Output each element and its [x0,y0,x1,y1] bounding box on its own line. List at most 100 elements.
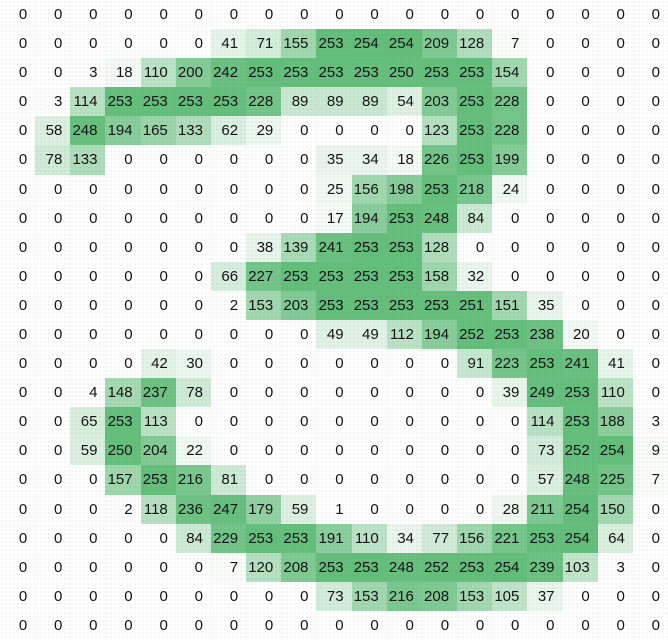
heatmap-cell: 0 [70,232,106,262]
heatmap-cell: 253 [175,87,211,117]
heatmap-cell: 248 [70,116,106,146]
heatmap-cell: 0 [597,232,633,262]
heatmap-cell: 226 [421,145,458,175]
heatmap-cell: 216 [386,581,422,611]
heatmap-cell: 0 [597,87,633,117]
heatmap-cell: 155 [281,29,317,59]
heatmap-cell: 150 [597,494,633,524]
heatmap-cell: 0 [210,610,247,640]
heatmap-cell: 151 [492,290,528,320]
heatmap-cell: 199 [492,145,528,175]
heatmap-cell: 0 [527,145,563,175]
heatmap-cell: 0 [316,349,352,379]
heatmap-cell: 0 [70,610,106,640]
heatmap-cell: 208 [281,552,317,582]
heatmap-cell: 0 [386,116,422,146]
heatmap-cell: 3 [35,87,71,117]
heatmap-cell: 0 [492,261,528,291]
heatmap-cell: 0 [421,610,458,640]
heatmap-cell: 0 [421,494,458,524]
heatmap-cell: 0 [210,174,247,204]
heatmap-cell: 89 [316,87,352,117]
heatmap-cell: 148 [105,378,141,408]
heatmap-cell: 0 [632,116,668,146]
heatmap-cell: 0 [35,29,71,59]
heatmap-cell: 0 [35,0,71,30]
heatmap-cell: 22 [175,436,211,466]
heatmap-cell: 139 [281,232,317,262]
heatmap-cell: 242 [210,58,247,88]
heatmap-cell: 254 [492,552,528,582]
heatmap-cell: 0 [632,581,668,611]
heatmap-cell: 110 [140,58,176,88]
heatmap-cell: 165 [140,116,176,146]
heatmap-cell: 0 [562,29,598,59]
heatmap-cell: 0 [492,610,528,640]
heatmap-cell: 0 [0,349,36,379]
heatmap-cell: 0 [0,494,36,524]
heatmap-cell: 0 [562,232,598,262]
heatmap-cell: 0 [105,29,141,59]
heatmap-cell: 154 [492,58,528,88]
heatmap-cell: 84 [457,203,493,233]
heatmap-cell: 2 [210,290,247,320]
heatmap-cell: 20 [562,320,598,350]
heatmap-cell: 25 [316,174,352,204]
heatmap-cell: 0 [597,261,633,291]
heatmap-cell: 254 [562,523,598,553]
heatmap-cell: 0 [0,203,36,233]
heatmap-cell: 0 [35,174,71,204]
heatmap-cell: 0 [0,407,36,437]
heatmap-cell: 0 [351,0,387,30]
heatmap-cell: 0 [140,29,176,59]
heatmap-cell: 252 [562,436,598,466]
heatmap-cell: 253 [246,523,282,553]
heatmap-cell: 0 [140,523,176,553]
heatmap-cell: 0 [70,29,106,59]
heatmap-cell: 89 [281,87,317,117]
heatmap-cell: 7 [492,29,528,59]
heatmap-cell: 71 [246,29,282,59]
heatmap-cell: 0 [281,320,317,350]
heatmap-cell: 0 [35,232,71,262]
heatmap-cell: 0 [632,0,668,30]
heatmap-cell: 0 [527,610,563,640]
heatmap-cell: 49 [316,320,352,350]
heatmap-cell: 0 [351,407,387,437]
heatmap-cell: 0 [527,261,563,291]
heatmap-cell: 28 [492,494,528,524]
heatmap-cell: 0 [281,378,317,408]
heatmap-cell: 0 [457,436,493,466]
heatmap-cell: 0 [0,523,36,553]
heatmap-cell: 0 [351,436,387,466]
heatmap-cell: 253 [562,378,598,408]
heatmap-cell: 24 [492,174,528,204]
heatmap-cell: 0 [175,203,211,233]
heatmap-cell: 0 [457,494,493,524]
heatmap-cell: 204 [140,436,176,466]
heatmap-cell: 84 [175,523,211,553]
heatmap-cell: 252 [457,320,493,350]
heatmap-cell: 225 [597,465,633,495]
heatmap-cell: 0 [316,116,352,146]
heatmap-cell: 247 [210,494,247,524]
heatmap-cell: 0 [351,349,387,379]
heatmap-cell: 110 [351,523,387,553]
heatmap-cell: 0 [35,581,71,611]
heatmap-cell: 0 [386,407,422,437]
heatmap-cell: 0 [386,0,422,30]
heatmap-cell: 0 [70,494,106,524]
heatmap-cell: 0 [421,465,458,495]
heatmap-cell: 0 [140,320,176,350]
heatmap-cell: 0 [457,378,493,408]
heatmap-cell: 0 [281,349,317,379]
heatmap-cell: 0 [105,581,141,611]
heatmap-cell: 0 [281,145,317,175]
heatmap-cell: 0 [281,203,317,233]
heatmap-cell: 105 [492,581,528,611]
heatmap-cell: 0 [527,203,563,233]
heatmap-cell: 253 [386,232,422,262]
heatmap-cell: 253 [457,552,493,582]
heatmap-cell: 0 [281,465,317,495]
